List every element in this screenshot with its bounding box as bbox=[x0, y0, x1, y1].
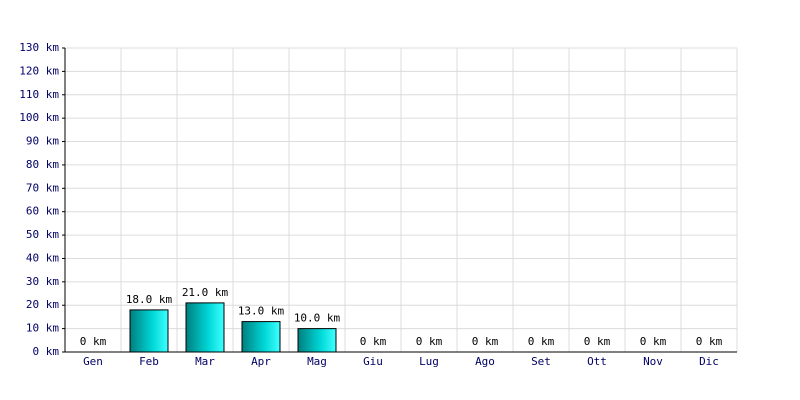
value-label: 0 km bbox=[696, 335, 723, 348]
x-tick-label: Nov bbox=[643, 355, 663, 368]
x-tick-label: Apr bbox=[251, 355, 271, 368]
y-tick-label: 50 km bbox=[26, 228, 59, 241]
x-tick-label: Mar bbox=[195, 355, 215, 368]
value-label: 0 km bbox=[584, 335, 611, 348]
bar bbox=[297, 328, 337, 353]
y-tick-label: 0 km bbox=[33, 345, 60, 358]
y-tick-label: 120 km bbox=[19, 64, 59, 77]
y-tick-label: 30 km bbox=[26, 275, 59, 288]
y-tick-label: 90 km bbox=[26, 135, 59, 148]
value-label: 0 km bbox=[640, 335, 667, 348]
x-tick-label: Lug bbox=[419, 355, 439, 368]
x-tick-label: Feb bbox=[139, 355, 159, 368]
x-tick-label: Gen bbox=[83, 355, 103, 368]
y-tick-label: 20 km bbox=[26, 298, 59, 311]
x-tick-label: Ago bbox=[475, 355, 495, 368]
value-label: 0 km bbox=[472, 335, 499, 348]
y-tick-label: 70 km bbox=[26, 181, 59, 194]
y-tick-label: 110 km bbox=[19, 88, 59, 101]
y-tick-label: 10 km bbox=[26, 322, 59, 335]
value-label: 0 km bbox=[416, 335, 443, 348]
y-tick-label: 40 km bbox=[26, 251, 59, 264]
x-tick-label: Mag bbox=[307, 355, 327, 368]
value-label: 10.0 km bbox=[294, 312, 341, 325]
value-label: 0 km bbox=[528, 335, 555, 348]
x-tick-label: Ott bbox=[587, 355, 607, 368]
bar bbox=[241, 321, 281, 353]
bar bbox=[185, 302, 225, 353]
y-tick-label: 130 km bbox=[19, 41, 59, 54]
y-tick-label: 60 km bbox=[26, 205, 59, 218]
x-tick-label: Dic bbox=[699, 355, 719, 368]
value-label: 0 km bbox=[80, 335, 107, 348]
x-tick-label: Giu bbox=[363, 355, 383, 368]
value-label: 13.0 km bbox=[238, 305, 285, 318]
y-tick-label: 100 km bbox=[19, 111, 59, 124]
value-label: 0 km bbox=[360, 335, 387, 348]
value-label: 21.0 km bbox=[182, 286, 229, 299]
bar bbox=[129, 309, 169, 353]
y-tick-label: 80 km bbox=[26, 158, 59, 171]
x-tick-label: Set bbox=[531, 355, 551, 368]
value-label: 18.0 km bbox=[126, 293, 173, 306]
